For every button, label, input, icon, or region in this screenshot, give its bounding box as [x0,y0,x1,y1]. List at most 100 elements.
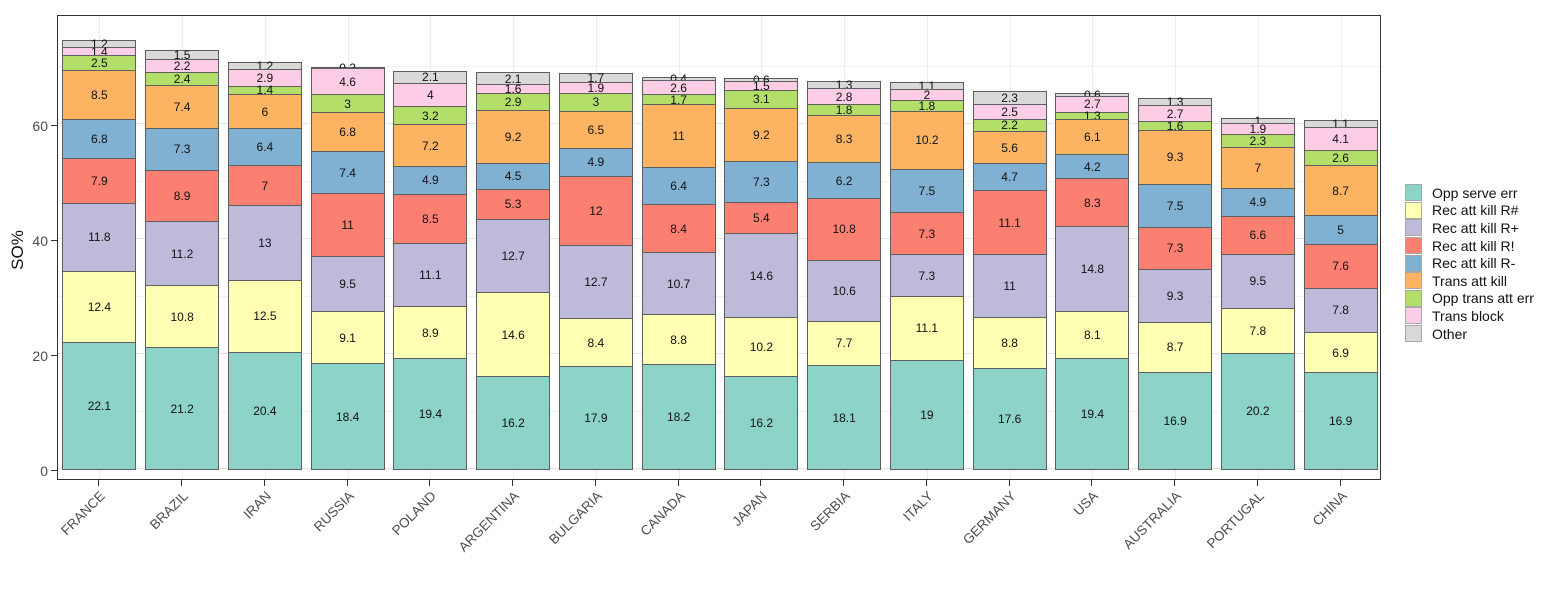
bar-segment: 8.5 [393,193,468,244]
bar-value-label: 7.3 [753,174,770,189]
x-tick-mark [181,480,183,486]
bar-value-label: 7.3 [918,268,936,283]
bar-segment: 7.9 [62,157,137,205]
bar-value-label: 8.9 [173,188,191,203]
bar-value-label: 12.4 [87,299,112,314]
bar-value-label: 9.5 [339,277,356,292]
bar-germany: 2.3 2.5 2.2 5.6 4.7 11.1 11 8.8 17.6 [972,91,1047,470]
legend-item: Rec att kill R! [1405,237,1534,255]
legend-swatch [1405,289,1422,307]
bar-segment: 7.4 [145,85,220,129]
bar-segment: 2.7 [1138,105,1213,122]
bar-value-label: 18.2 [666,410,691,425]
bar-segment: 7.3 [889,254,964,298]
legend-swatch [1405,325,1422,343]
bar-segment: 6.6 [1220,215,1295,255]
x-tick-mark [1174,480,1176,486]
y-tick-label: 20 [32,348,48,365]
bar-segment: 2.4 [145,71,220,87]
bar-value-label: 6 [261,104,269,119]
bar-segment: 8.9 [145,169,220,222]
bar-segment: 5.4 [724,202,799,235]
bar-value-label: 8.7 [1332,183,1349,198]
bar-value-label: 7.5 [918,184,936,199]
y-tick-label: 0 [40,463,48,479]
legend-item: Rec att kill R# [1405,201,1534,220]
x-tick-mark [1339,480,1341,486]
bar-segment: 4.6 [310,68,385,96]
bar-segment: 8.8 [641,313,716,366]
bar-segment: 7.8 [1303,287,1378,334]
bar-value-label: 3 [592,95,600,110]
bar-value-label: 7.3 [918,226,936,241]
bar-value-label: 7.6 [1332,259,1349,274]
bar-value-label: 7.9 [91,173,108,188]
bar-value-label: 2.1 [422,70,439,85]
bar-value-label: 12.7 [501,249,525,264]
bar-value-label: 4.2 [1084,159,1101,174]
bar-value-label: 6.2 [835,173,853,188]
bar-china: 1.1 4.1 2.6 8.7 5 7.6 7.8 6.9 16.9 [1303,118,1378,470]
bar-segment: 2.6 [1303,150,1378,167]
bar-segment: 2.9 [227,69,302,87]
bar-poland: 2.1 4 3.2 7.2 4.9 8.5 11.1 8.9 19.4 [393,70,468,470]
legend-item: Rec att kill R- [1405,254,1534,272]
legend-label: Opp trans att err [1432,290,1534,307]
bar-segment: 13 [227,205,302,281]
bar-segment: 4.9 [558,147,633,178]
bar-value-label: 3 [344,96,351,111]
legend-item: Opp trans att err [1405,289,1534,308]
bar-value-label: 6.9 [1332,345,1349,360]
y-tick-label: 40 [32,233,48,250]
bar-value-label: 14.6 [749,268,774,283]
bar-segment: 8.4 [558,317,633,368]
bar-segment: 10.2 [889,110,964,171]
bar-segment: 4.9 [1220,187,1295,217]
legend-label: Trans att kill [1432,272,1507,289]
major-gridline [58,353,1380,355]
bar-value-label: 16.9 [1163,413,1187,428]
bar-segment: 7.7 [807,320,882,367]
bar-segment: 9.2 [724,107,799,162]
bar-segment: 16.9 [1303,371,1378,470]
bar-segment: 19 [889,359,964,470]
bar-value-label: 9.2 [753,127,770,142]
bar-value-label: 2.9 [504,95,522,110]
bar-value-label: 7 [1254,160,1262,175]
bar-value-label: 9.5 [1249,274,1267,289]
bar-segment: 11 [972,254,1047,319]
x-tick-mark [429,480,431,486]
minor-gridline [58,65,1380,67]
bar-value-label: 7.3 [173,142,191,157]
bar-value-label: 8.8 [670,332,687,347]
legend-label: Trans block [1432,307,1504,324]
bar-value-label: 4.9 [422,173,439,188]
bar-segment: 8.3 [807,114,882,164]
bar-segment: 4.9 [393,165,468,195]
legend-swatch [1405,219,1422,237]
bar-value-label: 8.5 [422,211,439,226]
bar-bulgaria: 1.7 1.9 3 6.5 4.9 12 12.7 8.4 17.9 [558,72,633,470]
plot-panel: 1.2 1.4 2.5 8.5 6.8 7.9 11.8 12.4 22.1 1.5 2.2 2.4 7… [57,15,1381,480]
bar-segment: 12 [558,176,633,246]
bar-value-label: 22.1 [87,399,112,414]
legend-item: Rec att kill R+ [1405,219,1534,237]
x-tick-mark [677,480,679,486]
x-tick-mark [760,480,762,486]
bar-value-label: 2.7 [1166,106,1184,121]
bar-segment: 4.1 [1303,126,1378,152]
bar-segment: 12.7 [558,244,633,319]
bar-value-label: 11 [341,218,354,233]
bar-segment: 16.9 [1138,371,1213,470]
bar-value-label: 11.1 [998,215,1021,230]
y-tick-mark [51,470,57,471]
bar-segment: 2.5 [972,104,1047,120]
bar-value-label: 4.9 [1249,195,1267,210]
bar-segment: 11.1 [889,296,964,361]
bar-value-label: 10.8 [170,309,194,324]
bar-value-label: 4.5 [504,169,522,184]
bar-value-label: 6.8 [339,124,356,139]
bar-segment: 10.8 [145,285,220,349]
